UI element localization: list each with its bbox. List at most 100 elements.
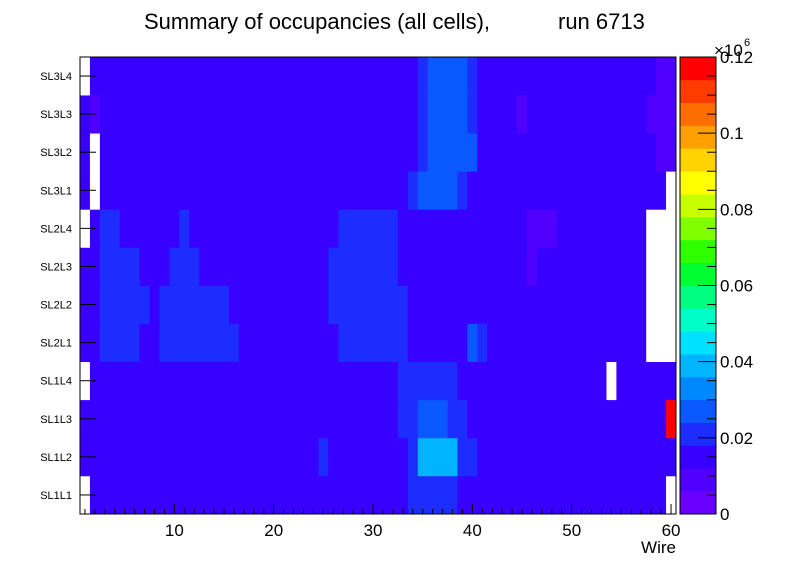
cell-sl1l3-w12-32 bbox=[189, 399, 399, 439]
cell-sl2l1-w9-16 bbox=[159, 323, 240, 363]
y-tick-label-sl3l2: SL3L2 bbox=[40, 147, 72, 159]
cell-sl2l3-w33-33 bbox=[397, 247, 409, 286]
cell-sl2l3-w10-12 bbox=[169, 247, 200, 286]
cell-sl2l2-w16-24 bbox=[229, 285, 319, 324]
cell-sl1l4-w32-32 bbox=[387, 361, 399, 401]
cell-sl3l1-w49-49 bbox=[556, 171, 568, 210]
color-scale-step bbox=[680, 79, 716, 104]
cell-sl3l3-w41-44 bbox=[477, 95, 518, 134]
z-tick-label: 0.06 bbox=[720, 277, 753, 296]
x-axis: 10 20 30 40 50 60 bbox=[84, 504, 681, 540]
cell-sl3l3-w34-34 bbox=[407, 95, 419, 134]
cell-sl3l2-w59-60 bbox=[656, 133, 677, 172]
color-scale-step bbox=[680, 308, 716, 332]
cell-sl1l3-w60-60 bbox=[666, 399, 677, 439]
cell-sl3l4-w2-33 bbox=[89, 57, 409, 96]
cell-sl3l4-w40-40 bbox=[467, 57, 478, 96]
y-tick-label-sl2l2: SL2L2 bbox=[40, 300, 72, 312]
cell-sl2l4-w11-11 bbox=[179, 209, 190, 248]
cell-sl2l4-w12-22 bbox=[189, 209, 299, 248]
cell-sl3l1-w40-48 bbox=[467, 171, 558, 210]
x-axis-label: Wire bbox=[641, 538, 676, 557]
cell-sl2l4-w46-46 bbox=[527, 209, 538, 248]
cell-sl2l1-w3-6 bbox=[99, 323, 140, 363]
cell-sl2l3-w7-9 bbox=[139, 247, 170, 286]
cell-sl1l2-w35-38 bbox=[417, 437, 458, 477]
y-tick-label-sl2l4: SL2L4 bbox=[40, 223, 72, 235]
cell-sl2l3-w34-45 bbox=[407, 247, 528, 286]
cell-sl3l2-w34-34 bbox=[407, 133, 419, 172]
cell-sl3l3-w35-35 bbox=[417, 95, 429, 134]
cell-sl2l4-w58-60 bbox=[646, 209, 677, 248]
y-tick-label-sl1l4: SL1L4 bbox=[40, 376, 72, 388]
cell-sl1l4-w54-54 bbox=[606, 361, 617, 401]
cell-sl2l1-w24-24 bbox=[308, 323, 319, 363]
cell-sl1l4-w2-31 bbox=[89, 361, 389, 401]
cell-sl3l4-w41-41 bbox=[477, 57, 488, 96]
cell-sl3l1-w33-33 bbox=[397, 171, 409, 210]
x-tick-label: 20 bbox=[264, 521, 283, 540]
color-scale-step bbox=[680, 354, 716, 378]
cell-sl2l3-w23-25 bbox=[298, 247, 329, 286]
cell-sl1l1-w39-39 bbox=[457, 475, 468, 515]
cell-sl3l3-w36-39 bbox=[427, 95, 468, 134]
color-scale-step bbox=[680, 445, 716, 469]
cell-sl3l1-w60-60 bbox=[666, 171, 677, 210]
cell-sl1l1-w60-60 bbox=[666, 475, 677, 515]
cell-sl1l1-w2-15 bbox=[89, 475, 230, 515]
y-tick-label-sl2l1: SL2L1 bbox=[40, 338, 72, 350]
cell-sl2l1-w41-41 bbox=[477, 323, 488, 363]
x-tick-label: 60 bbox=[662, 521, 681, 540]
color-scale-step bbox=[680, 102, 716, 126]
color-scale-step bbox=[680, 194, 716, 218]
y-tick-label-sl3l4: SL3L4 bbox=[40, 71, 72, 83]
cell-sl2l2-w9-15 bbox=[159, 285, 230, 324]
color-scale-step bbox=[680, 125, 716, 149]
color-scale-step bbox=[680, 148, 716, 172]
chart-run-label: run 6713 bbox=[558, 9, 645, 34]
cell-sl2l4-w26-26 bbox=[328, 209, 339, 248]
color-scale-step bbox=[680, 376, 716, 401]
cell-sl2l3-w58-60 bbox=[646, 247, 677, 286]
cell-sl1l2-w1-24 bbox=[80, 437, 319, 477]
cell-sl3l3-w58-60 bbox=[646, 95, 677, 134]
x-tick-label: 40 bbox=[463, 521, 482, 540]
cell-sl2l2-w34-57 bbox=[407, 285, 647, 324]
cell-sl3l4-w59-60 bbox=[656, 57, 677, 96]
cell-sl2l3-w47-57 bbox=[536, 247, 647, 286]
color-scale-step bbox=[680, 239, 716, 263]
cell-sl2l1-w27-33 bbox=[338, 323, 409, 363]
cell-sl2l1-w58-60 bbox=[646, 323, 677, 363]
cell-sl2l1-w17-23 bbox=[238, 323, 309, 363]
y-tick-label-sl1l1: SL1L1 bbox=[40, 490, 72, 502]
cell-sl2l3-w3-6 bbox=[99, 247, 140, 286]
cell-sl1l2-w25-25 bbox=[318, 437, 329, 477]
cell-sl3l3-w40-40 bbox=[467, 95, 478, 134]
cell-sl1l3-w40-41 bbox=[467, 399, 488, 439]
chart-title: Summary of occupancies (all cells), bbox=[144, 9, 490, 34]
cell-sl3l1-w50-59 bbox=[566, 171, 667, 210]
color-scale-step bbox=[680, 491, 716, 515]
cell-sl3l1-w39-39 bbox=[457, 171, 468, 210]
z-tick-label: 0.12 bbox=[720, 48, 753, 67]
cell-sl3l4-w36-39 bbox=[427, 57, 468, 96]
cell-sl1l2-w59-59 bbox=[656, 437, 667, 477]
cell-sl2l1-w25-26 bbox=[318, 323, 339, 363]
cell-sl2l4-w3-4 bbox=[99, 209, 121, 248]
cell-sl2l3-w46-46 bbox=[527, 247, 538, 286]
cell-sl1l1-w17-30 bbox=[238, 475, 379, 515]
y-tick-label-sl1l3: SL1L3 bbox=[40, 414, 72, 426]
cell-sl2l2-w58-60 bbox=[646, 285, 677, 324]
y-tick-label-sl2l3: SL2L3 bbox=[40, 261, 72, 273]
color-scale-step bbox=[680, 422, 716, 446]
cell-sl2l4-w49-57 bbox=[556, 209, 647, 248]
cell-sl3l2-w35-35 bbox=[417, 133, 429, 172]
z-tick-label: 0.08 bbox=[720, 200, 753, 219]
z-tick-label: 0 bbox=[720, 505, 729, 524]
cell-sl2l4-w23-25 bbox=[298, 209, 329, 248]
cell-sl2l1-w42-57 bbox=[487, 323, 647, 363]
cell-sl2l4-w5-10 bbox=[119, 209, 180, 248]
cell-sl3l1-w35-38 bbox=[417, 171, 458, 210]
cell-sl2l3-w13-22 bbox=[199, 247, 299, 286]
color-scale-step bbox=[680, 262, 716, 286]
